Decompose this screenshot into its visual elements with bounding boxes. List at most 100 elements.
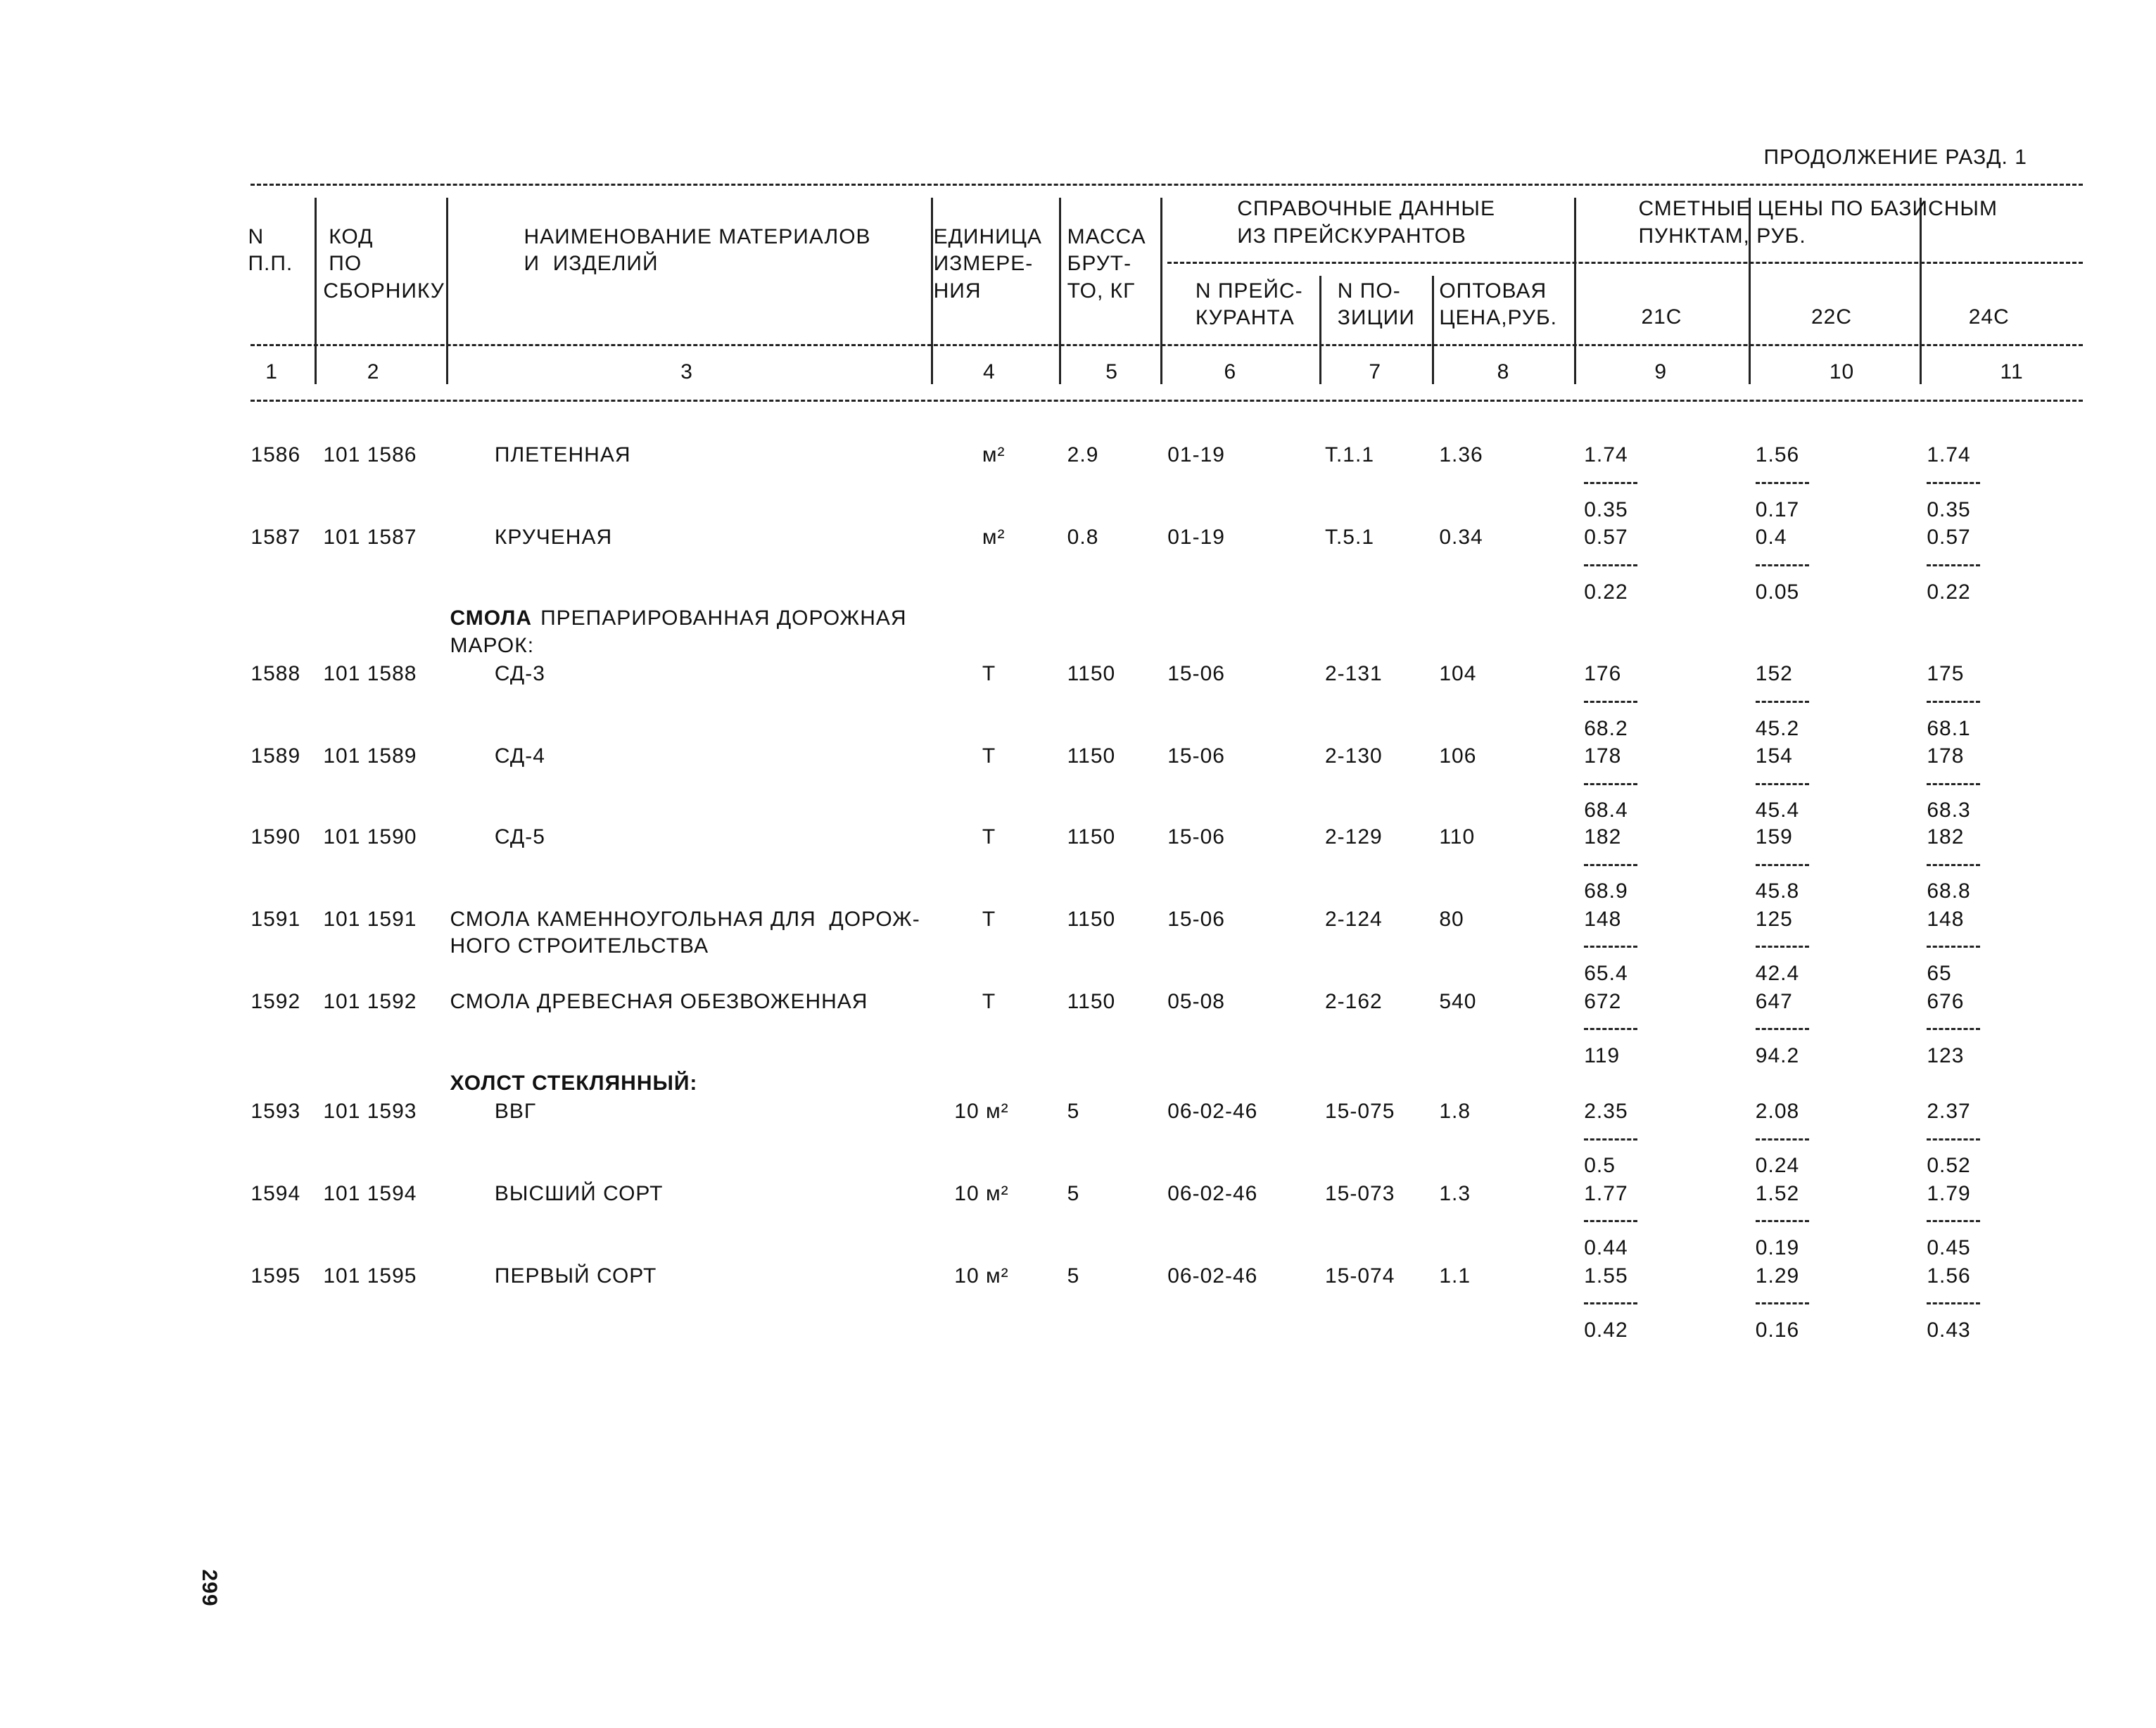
row-wholesale: 1.36 <box>1439 443 1483 467</box>
row-position: 2-129 <box>1324 825 1383 849</box>
price-top: 1.56 <box>1927 1264 1971 1288</box>
row-wholesale: 540 <box>1439 989 1477 1013</box>
row-unit: Т <box>982 907 996 931</box>
price-bottom: 42.4 <box>1755 962 1800 986</box>
row-code: 101 1587 <box>323 526 417 549</box>
column-header: ПУНКТАМ, РУБ. <box>1638 224 1806 248</box>
price-bottom: 68.4 <box>1584 799 1628 822</box>
column-subheader: N ПРЕЙС- <box>1195 279 1303 303</box>
row-position: 2-124 <box>1324 907 1383 931</box>
row-name: ВЫСШИЙ СОРТ <box>494 1181 664 1205</box>
row-mass: 1150 <box>1067 989 1116 1013</box>
row-price-list: 15-06 <box>1167 744 1225 768</box>
row-position: Т.5.1 <box>1324 526 1375 549</box>
price-bottom: 0.35 <box>1584 497 1628 521</box>
column-header: МАССА <box>1067 224 1146 248</box>
row-number: 1591 <box>251 907 301 931</box>
column-divider <box>315 198 317 385</box>
row-number: 1595 <box>251 1264 301 1288</box>
column-divider <box>1319 276 1322 385</box>
fraction-bar <box>1755 863 1809 866</box>
price-top: 148 <box>1584 907 1622 931</box>
heading-bold: ХОЛСТ СТЕКЛЯННЫЙ: <box>450 1072 698 1095</box>
fraction-bar <box>1584 863 1638 866</box>
price-bottom: 0.22 <box>1584 580 1628 604</box>
heading-text: ПРЕПАРИРОВАННАЯ ДОРОЖНАЯ <box>540 606 907 630</box>
row-code: 101 1588 <box>323 662 417 686</box>
fraction-bar <box>1927 946 1981 948</box>
row-unit: 10 м² <box>954 1100 1009 1124</box>
column-divider <box>1574 198 1577 385</box>
price-bottom: 0.44 <box>1584 1236 1628 1260</box>
fraction-bar <box>1755 1302 1809 1305</box>
price-bottom: 45.4 <box>1755 799 1800 822</box>
row-code: 101 1590 <box>323 825 417 849</box>
price-bottom: 94.2 <box>1755 1043 1800 1067</box>
price-top: 0.4 <box>1755 526 1787 549</box>
price-top: 676 <box>1927 989 1965 1013</box>
price-top: 154 <box>1755 744 1793 768</box>
price-top: 1.52 <box>1755 1181 1800 1205</box>
row-name: КРУЧЕНАЯ <box>494 526 613 549</box>
row-position: 15-074 <box>1324 1264 1395 1288</box>
column-number: 7 <box>1369 360 1382 383</box>
page-number: 299 <box>198 1569 221 1607</box>
row-position: 2-162 <box>1324 989 1383 1013</box>
row-wholesale: 104 <box>1439 662 1477 686</box>
heading-bold: СМОЛА <box>450 606 533 630</box>
price-bottom: 0.42 <box>1584 1318 1628 1342</box>
group-heading: ХОЛСТ СТЕКЛЯННЫЙ: <box>450 1073 698 1094</box>
row-name: ПЛЕТЕННАЯ <box>494 443 631 467</box>
price-bottom: 0.35 <box>1927 497 1971 521</box>
row-name: СМОЛА ДРЕВЕСНАЯ ОБЕЗВОЖЕННАЯ <box>450 989 868 1013</box>
column-header: БРУТ- <box>1067 252 1132 276</box>
fraction-bar <box>1755 1220 1809 1223</box>
price-top: 1.55 <box>1584 1264 1628 1288</box>
column-header: КОД <box>329 224 374 248</box>
price-top: 2.35 <box>1584 1100 1628 1124</box>
price-top: 1.56 <box>1755 443 1800 467</box>
price-bottom: 45.8 <box>1755 879 1800 903</box>
price-top: 1.29 <box>1755 1264 1800 1288</box>
row-price-list: 15-06 <box>1167 907 1225 931</box>
column-divider <box>1920 198 1922 385</box>
price-bottom: 0.16 <box>1755 1318 1800 1342</box>
column-header: П.П. <box>248 252 293 276</box>
row-position: 2-131 <box>1324 662 1383 686</box>
price-bottom: 68.1 <box>1927 716 1971 740</box>
row-code: 101 1594 <box>323 1181 417 1205</box>
column-number: 11 <box>2000 360 2024 383</box>
price-top: 148 <box>1927 907 1965 931</box>
column-number: 10 <box>1829 360 1855 383</box>
fraction-bar <box>1584 1220 1638 1223</box>
price-bottom: 68.2 <box>1584 716 1628 740</box>
price-top: 1.77 <box>1584 1181 1628 1205</box>
fraction-bar <box>1927 700 1981 703</box>
row-price-list: 06-02-46 <box>1167 1100 1258 1124</box>
column-subheader: ЦЕНА,РУБ. <box>1439 306 1557 330</box>
fraction-bar <box>1927 1138 1981 1141</box>
column-subheader: КУРАНТА <box>1195 306 1295 330</box>
fraction-bar <box>1584 482 1638 485</box>
row-unit: 10 м² <box>954 1181 1009 1205</box>
row-number: 1588 <box>251 662 301 686</box>
column-divider <box>1432 276 1435 385</box>
price-top: 182 <box>1584 825 1622 849</box>
fraction-bar <box>1755 700 1809 703</box>
column-header: СМЕТНЫЕ ЦЕНЫ ПО БАЗИСНЫМ <box>1638 197 1998 220</box>
price-bottom: 119 <box>1584 1043 1621 1067</box>
row-wholesale: 1.8 <box>1439 1100 1471 1124</box>
price-top: 2.37 <box>1927 1100 1971 1124</box>
column-header: ИЗМЕРЕ- <box>933 252 1034 276</box>
price-top: 672 <box>1584 989 1622 1013</box>
column-header: ИЗ ПРЕЙСКУРАНТОВ <box>1237 224 1466 248</box>
row-code: 101 1591 <box>323 907 417 931</box>
row-unit: Т <box>982 989 996 1013</box>
row-number: 1587 <box>251 526 301 549</box>
price-top: 182 <box>1927 825 1965 849</box>
column-number: 9 <box>1654 360 1667 383</box>
row-name: СД-5 <box>494 825 545 849</box>
price-top: 178 <box>1927 744 1965 768</box>
column-divider <box>1160 198 1163 385</box>
row-wholesale: 80 <box>1439 907 1464 931</box>
